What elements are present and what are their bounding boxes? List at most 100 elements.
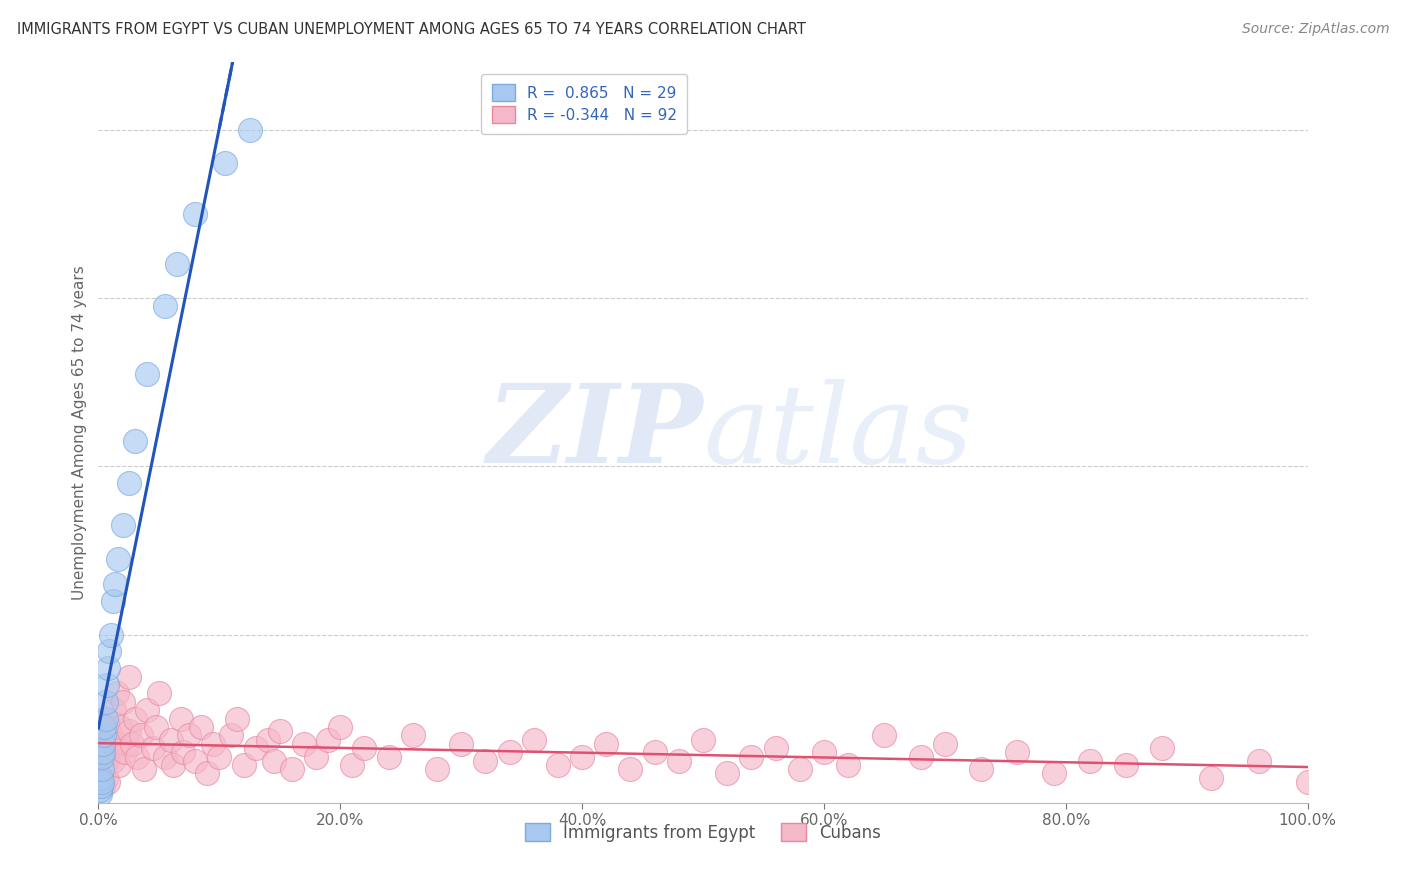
Point: [166, 257, 188, 271]
Point: [91, 774, 114, 789]
Point: [90, 774, 112, 789]
Point: [873, 729, 896, 743]
Point: [105, 737, 128, 751]
Point: [124, 434, 146, 448]
Point: [142, 741, 165, 756]
Point: [91, 762, 114, 776]
Point: [94, 712, 117, 726]
Point: [644, 745, 666, 759]
Point: [221, 729, 243, 743]
Point: [402, 729, 425, 743]
Point: [595, 737, 617, 751]
Point: [94, 737, 117, 751]
Point: [91, 766, 114, 780]
Point: [89, 762, 111, 776]
Point: [692, 732, 714, 747]
Point: [716, 766, 738, 780]
Point: [135, 367, 157, 381]
Point: [91, 749, 114, 764]
Point: [547, 758, 569, 772]
Point: [377, 749, 399, 764]
Point: [214, 156, 236, 170]
Point: [114, 745, 136, 759]
Point: [118, 670, 141, 684]
Point: [190, 720, 212, 734]
Point: [1007, 745, 1029, 759]
Point: [107, 551, 129, 566]
Point: [97, 661, 120, 675]
Point: [1199, 771, 1222, 785]
Point: [450, 737, 472, 751]
Point: [813, 745, 835, 759]
Point: [668, 754, 690, 768]
Point: [245, 741, 267, 756]
Point: [292, 737, 315, 751]
Point: [91, 745, 114, 759]
Point: [94, 771, 117, 785]
Point: [111, 518, 134, 533]
Point: [100, 627, 122, 641]
Point: [172, 745, 194, 759]
Point: [104, 577, 127, 591]
Point: [426, 762, 449, 776]
Point: [101, 594, 124, 608]
Point: [97, 720, 120, 734]
Point: [789, 762, 811, 776]
Point: [162, 758, 184, 772]
Point: [124, 712, 146, 726]
Point: [153, 749, 176, 764]
Point: [184, 207, 207, 221]
Point: [474, 754, 496, 768]
Text: IMMIGRANTS FROM EGYPT VS CUBAN UNEMPLOYMENT AMONG AGES 65 TO 74 YEARS CORRELATIO: IMMIGRANTS FROM EGYPT VS CUBAN UNEMPLOYM…: [17, 22, 806, 37]
Point: [127, 749, 149, 764]
Point: [91, 737, 114, 751]
Point: [765, 741, 787, 756]
Point: [498, 745, 520, 759]
Point: [93, 758, 115, 772]
Point: [353, 741, 375, 756]
Point: [1152, 741, 1174, 756]
Point: [342, 758, 364, 772]
Point: [97, 774, 120, 789]
Point: [179, 729, 201, 743]
Point: [103, 703, 125, 717]
Point: [184, 754, 207, 768]
Point: [111, 695, 134, 709]
Point: [619, 762, 641, 776]
Point: [108, 720, 131, 734]
Point: [329, 720, 352, 734]
Point: [226, 712, 249, 726]
Point: [208, 749, 231, 764]
Point: [740, 749, 762, 764]
Point: [934, 737, 956, 751]
Point: [269, 724, 291, 739]
Point: [93, 729, 115, 743]
Point: [523, 732, 546, 747]
Point: [90, 771, 112, 785]
Point: [281, 762, 304, 776]
Point: [305, 749, 328, 764]
Text: atlas: atlas: [703, 379, 973, 486]
Point: [93, 712, 115, 726]
Point: [1249, 754, 1271, 768]
Point: [153, 300, 176, 314]
Point: [101, 754, 124, 768]
Point: [135, 703, 157, 717]
Point: [90, 745, 112, 759]
Point: [571, 749, 593, 764]
Point: [121, 737, 143, 751]
Point: [100, 729, 122, 743]
Point: [232, 758, 254, 772]
Point: [145, 720, 167, 734]
Point: [1296, 774, 1319, 789]
Legend: Immigrants from Egypt, Cubans: Immigrants from Egypt, Cubans: [517, 814, 889, 850]
Point: [1115, 758, 1137, 772]
Point: [202, 737, 225, 751]
Point: [256, 732, 278, 747]
Point: [98, 644, 121, 658]
Point: [970, 762, 993, 776]
Point: [90, 779, 112, 793]
Y-axis label: Unemployment Among Ages 65 to 74 years: Unemployment Among Ages 65 to 74 years: [72, 265, 87, 600]
Point: [96, 754, 118, 768]
Point: [93, 720, 115, 734]
